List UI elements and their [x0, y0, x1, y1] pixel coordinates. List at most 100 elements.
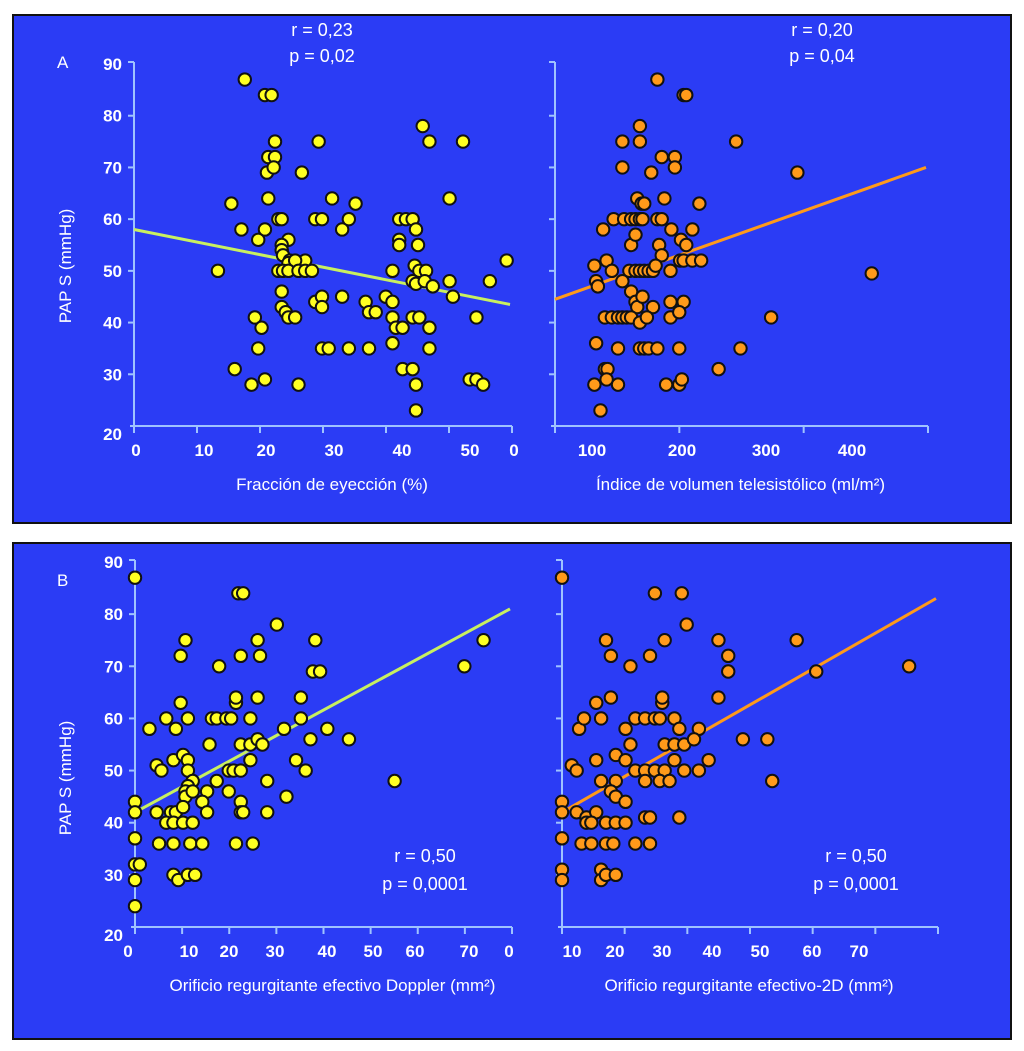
data-point: [127, 831, 143, 846]
data-point: [672, 721, 687, 737]
data-point: [312, 664, 328, 679]
data-point: [288, 752, 304, 768]
data-point: [149, 805, 164, 820]
data-point: [658, 377, 674, 392]
data-point: [314, 299, 330, 315]
data-point: [228, 836, 244, 851]
data-point: [412, 310, 427, 325]
y-tick-label: 90: [104, 553, 123, 572]
data-point: [293, 690, 309, 705]
data-point: [408, 403, 424, 418]
data-point: [250, 633, 265, 648]
data-point: [618, 752, 633, 768]
y-tick-label: 50: [103, 262, 122, 281]
chart-a-left: 90 80 70 60 50 40 30 20 0 10 20 30 40 50 0 Fracción de …: [103, 20, 519, 494]
data-point: [287, 310, 303, 325]
data-point: [224, 196, 239, 211]
data-point: [245, 836, 260, 851]
data-point: [639, 310, 655, 325]
x-tick-label: 10: [563, 942, 582, 961]
x-tick-label: 400: [838, 441, 866, 460]
data-point: [650, 72, 665, 87]
y-tick-label: 50: [104, 762, 123, 781]
data-point: [674, 372, 690, 387]
data-point: [261, 191, 276, 206]
x-tick-label: 70: [850, 942, 869, 961]
data-point: [593, 773, 609, 789]
data-point: [677, 763, 692, 778]
data-point: [618, 721, 633, 737]
data-point: [632, 118, 648, 134]
data-point: [361, 341, 377, 356]
data-point: [166, 836, 181, 851]
data-point: [422, 134, 437, 149]
data-point: [735, 732, 751, 747]
data-point: [159, 711, 174, 726]
data-point: [173, 648, 188, 664]
x-tick-label: 20: [606, 942, 625, 961]
data-point: [589, 695, 604, 710]
data-point: [901, 659, 917, 674]
x-tick-label: 100: [578, 441, 606, 460]
data-point: [790, 165, 805, 180]
data-point: [650, 341, 665, 356]
x-axis-title: Orificio regurgitante efectivo Doppler (…: [170, 976, 496, 995]
data-point: [341, 341, 357, 356]
data-point: [593, 711, 609, 726]
data-point: [395, 320, 410, 335]
data-point: [657, 633, 672, 648]
chart-a-right: 100 200 300 400 Índice de volumen telesistól…: [549, 20, 929, 494]
data-point: [264, 87, 279, 103]
data-point: [266, 160, 281, 175]
x-tick-label: 60: [803, 942, 822, 961]
data-point: [662, 773, 677, 789]
data-point: [728, 134, 744, 149]
data-point: [294, 165, 310, 180]
data-point: [221, 784, 236, 799]
data-point: [341, 211, 357, 227]
data-point: [692, 196, 707, 211]
correlation-r: r = 0,20: [791, 20, 853, 40]
data-point: [235, 586, 251, 601]
data-point: [589, 752, 604, 768]
data-point: [254, 320, 269, 335]
data-point: [685, 222, 700, 237]
x-tick-label: 0: [123, 942, 132, 961]
trend-line: [133, 228, 511, 306]
x-tick-label: 20: [220, 942, 239, 961]
data-point: [308, 633, 323, 648]
data-point: [405, 361, 420, 377]
data-point: [476, 633, 491, 648]
x-tick-label: 0: [504, 942, 513, 961]
x-tick-label: 30: [325, 441, 344, 460]
data-point: [628, 227, 643, 242]
y-tick-label: 80: [103, 107, 122, 126]
correlation-p: p = 0,0001: [813, 874, 899, 894]
data-point: [276, 721, 292, 737]
data-point: [642, 836, 658, 851]
data-point: [303, 732, 318, 747]
data-point: [482, 274, 498, 289]
x-axis-title: Orificio regurgitante efectivo-2D (mm²): [604, 976, 893, 995]
data-point: [211, 659, 227, 674]
data-point: [185, 784, 200, 799]
data-point: [711, 633, 726, 648]
data-point: [142, 721, 157, 737]
data-point: [642, 810, 658, 825]
data-point: [554, 570, 570, 585]
x-axis-title: Fracción de eyección (%): [236, 475, 428, 494]
x-tick-label: 60: [406, 942, 425, 961]
data-point: [615, 274, 630, 289]
data-point: [279, 789, 294, 804]
data-point: [644, 165, 659, 180]
y-tick-label: 70: [104, 657, 123, 676]
data-point: [606, 836, 621, 851]
data-point: [615, 160, 630, 175]
data-point: [387, 773, 402, 789]
data-point: [175, 799, 191, 815]
correlation-r: r = 0,50: [825, 846, 887, 866]
y-tick-label: 20: [103, 425, 122, 444]
data-point: [183, 836, 198, 851]
y-tick-label: 60: [103, 210, 122, 229]
data-point: [701, 752, 716, 768]
